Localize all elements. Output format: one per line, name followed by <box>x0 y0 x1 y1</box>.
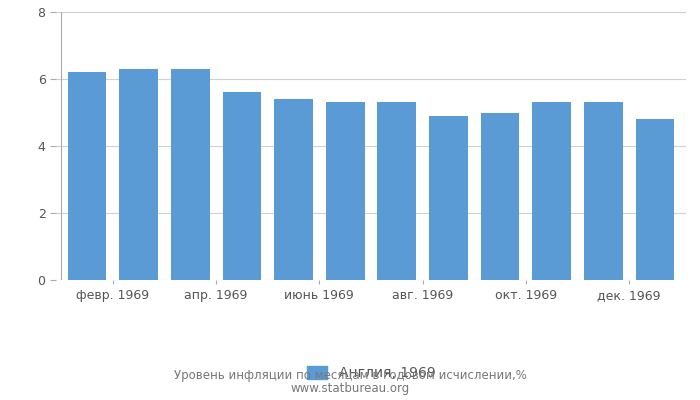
Bar <box>68 72 106 280</box>
Bar <box>326 102 365 280</box>
Bar <box>481 112 519 280</box>
Bar <box>636 119 674 280</box>
Bar <box>429 116 468 280</box>
Text: Уровень инфляции по месяцам в годовом исчислении,%: Уровень инфляции по месяцам в годовом ис… <box>174 369 526 382</box>
Bar <box>584 102 623 280</box>
Bar <box>377 102 416 280</box>
Bar <box>119 69 158 280</box>
Bar <box>223 92 261 280</box>
Legend: Англия, 1969: Англия, 1969 <box>301 360 441 386</box>
Text: www.statbureau.org: www.statbureau.org <box>290 382 410 395</box>
Bar <box>274 99 313 280</box>
Bar <box>171 69 209 280</box>
Bar <box>533 102 571 280</box>
